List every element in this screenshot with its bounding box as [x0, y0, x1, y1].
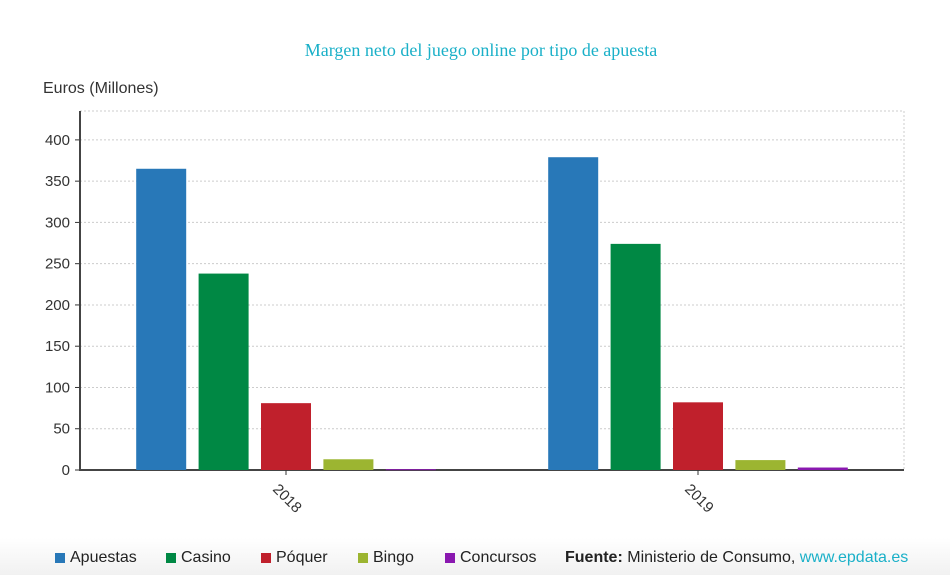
bar-casino-2018 — [198, 273, 249, 470]
legend-item-bingo[interactable]: Bingo — [358, 549, 414, 567]
legend-swatch — [358, 553, 368, 563]
source-text: Ministerio de Consumo, — [627, 549, 796, 566]
source-label: Fuente: — [565, 549, 623, 566]
legend-swatch — [261, 553, 271, 563]
bar-póquer-2018 — [261, 403, 311, 470]
legend-label: Apuestas — [70, 549, 137, 566]
legend-label: Concursos — [460, 549, 537, 566]
bar-bingo-2018 — [323, 459, 374, 470]
legend-label: Casino — [181, 549, 231, 566]
source-note: Fuente: Ministerio de Consumo, www.epdat… — [565, 549, 908, 567]
bar-casino-2019 — [610, 243, 661, 470]
legend-swatch — [166, 553, 176, 563]
legend-item-casino[interactable]: Casino — [166, 549, 231, 567]
legend-label: Póquer — [276, 549, 328, 566]
y-tick-label: 0 — [62, 462, 70, 479]
y-tick-label: 300 — [45, 214, 70, 231]
legend-item-concursos[interactable]: Concursos — [445, 549, 536, 567]
source-link[interactable]: www.epdata.es — [799, 549, 909, 566]
y-tick-label: 50 — [53, 421, 70, 438]
y-axis-label: Euros (Millones) — [43, 80, 159, 97]
x-tick-label: 2018 — [269, 481, 305, 517]
bar-bingo-2019 — [735, 460, 786, 470]
y-tick-label: 350 — [45, 173, 70, 190]
bar-apuestas-2018 — [136, 168, 187, 470]
y-tick-label: 150 — [45, 338, 70, 355]
legend-item-póquer[interactable]: Póquer — [261, 549, 328, 567]
legend-label: Bingo — [373, 549, 414, 566]
bar-apuestas-2019 — [548, 157, 599, 470]
legend-swatch — [445, 553, 455, 563]
legend-swatch — [55, 553, 65, 563]
chart-title: Margen neto del juego online por tipo de… — [304, 40, 658, 60]
bar-concursos-2019 — [797, 467, 848, 470]
bar-chart: 0 50 100 150 200 250 300 350 400 2018 2019 — [45, 110, 905, 517]
y-tick-label: 400 — [45, 132, 70, 149]
x-tick-label: 2019 — [681, 481, 717, 517]
legend-item-apuestas[interactable]: Apuestas — [55, 549, 137, 567]
y-tick-label: 100 — [45, 379, 70, 396]
y-tick-label: 250 — [45, 256, 70, 273]
bar-póquer-2019 — [673, 402, 723, 470]
y-tick-label: 200 — [45, 297, 70, 314]
legend: Apuestas Casino Póquer Bingo Concursos Fuent… — [0, 538, 950, 575]
bar-concursos-2018 — [385, 469, 436, 471]
